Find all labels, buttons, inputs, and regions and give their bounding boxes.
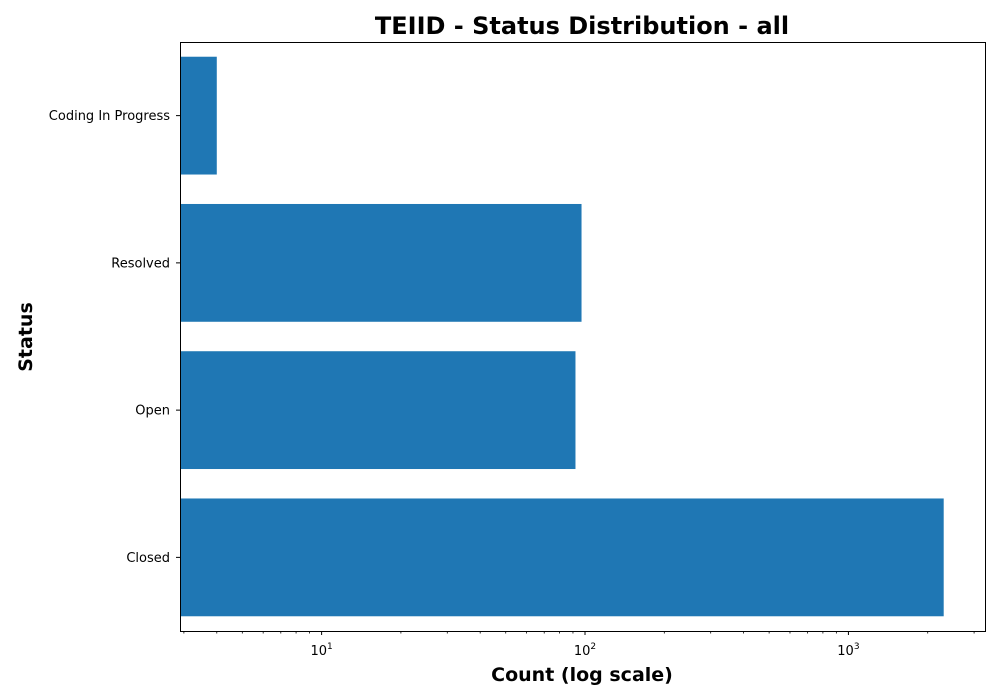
y-tick-label: Closed — [126, 551, 170, 566]
y-tick-label: Resolved — [111, 256, 170, 271]
y-axis: Coding In Progress Resolved Open Closed — [49, 109, 180, 566]
bar-2 — [180, 351, 576, 470]
bar-1 — [180, 203, 582, 322]
bars-group — [180, 56, 944, 617]
y-axis-label: Status — [15, 302, 37, 372]
y-tick-label: Coding In Progress — [49, 109, 170, 124]
bar-0 — [180, 56, 217, 175]
bar-3 — [180, 498, 944, 617]
chart-title: TEIID - Status Distribution - all — [375, 12, 789, 40]
x-axis: 101 102 103 — [183, 631, 975, 659]
plot-frame — [180, 42, 986, 632]
x-tick-label: 102 — [574, 642, 596, 659]
x-tick-label: 103 — [837, 642, 859, 659]
x-axis-label: Count (log scale) — [491, 664, 673, 686]
y-tick-label: Open — [135, 404, 170, 419]
x-tick-label: 101 — [310, 642, 332, 659]
